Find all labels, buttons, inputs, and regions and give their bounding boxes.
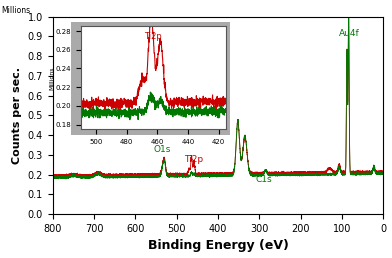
Text: Millions: Millions — [2, 6, 31, 14]
Text: O1s: O1s — [154, 145, 171, 154]
X-axis label: Binding Energy (eV): Binding Energy (eV) — [147, 239, 289, 252]
Text: Ti2p: Ti2p — [183, 155, 203, 164]
Y-axis label: Counts per sec.: Counts per sec. — [12, 67, 22, 164]
Text: C1s: C1s — [255, 175, 272, 183]
Text: Au4f: Au4f — [339, 29, 360, 38]
